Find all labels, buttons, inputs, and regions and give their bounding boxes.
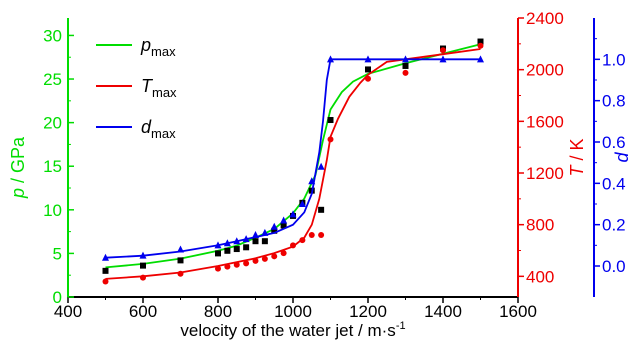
series-d-point: [289, 210, 297, 218]
p-tick-label: 20: [43, 114, 62, 133]
series-p-point: [271, 227, 278, 234]
d-tick-label: 0.4: [602, 174, 626, 193]
series-T-point: [177, 270, 184, 277]
p-tick-label: 0: [53, 288, 62, 307]
d-tick-label: 0.0: [602, 257, 626, 276]
series-T-point: [402, 69, 409, 76]
d-tick-label: 0.2: [602, 216, 626, 235]
series-T-point: [102, 278, 109, 285]
series-d-point: [177, 245, 184, 253]
d-axis-label: d: [612, 152, 632, 163]
series-d-point: [214, 241, 222, 249]
series-p-point: [177, 257, 184, 264]
series-p-point: [140, 262, 146, 269]
series-p-point: [402, 62, 409, 69]
series-T-point: [140, 274, 146, 281]
series-d-point: [102, 253, 109, 261]
series-d-point: [139, 251, 147, 259]
T-tick-label: 400: [526, 267, 554, 286]
T-tick-label: 1600: [526, 112, 564, 131]
series-T-point: [215, 265, 221, 272]
T-tick-label: 2000: [526, 61, 564, 80]
x-tick-label: 1600: [499, 302, 537, 321]
series-p-point: [261, 238, 268, 245]
series-d-point: [233, 237, 241, 245]
series-p-point: [365, 66, 371, 73]
series-T-point: [224, 263, 231, 270]
x-tick-label: 600: [129, 302, 157, 321]
x-tick-label: 400: [54, 302, 82, 321]
series-p-point: [327, 117, 334, 124]
series-d-point: [223, 239, 231, 247]
p-tick-label: 10: [43, 201, 62, 220]
series-T-point: [243, 260, 250, 267]
T-tick-label: 2400: [526, 9, 564, 28]
d-tick-label: 0.8: [602, 92, 626, 111]
series-p-point: [280, 222, 287, 229]
series-d-point: [317, 162, 325, 170]
series-d-point: [402, 55, 409, 63]
T-tick-label: 1200: [526, 164, 564, 183]
T-axis-label: T / K: [567, 138, 587, 176]
series-p-point: [243, 244, 250, 251]
legend-label-T: Tmax: [141, 76, 177, 100]
series-d-point: [298, 200, 306, 207]
series-T-point: [271, 253, 278, 260]
series-T-point: [252, 257, 259, 264]
series-p-point: [215, 250, 221, 257]
x-tick-label: 1200: [349, 302, 387, 321]
series-d-point: [439, 55, 447, 63]
p-tick-label: 15: [43, 157, 62, 176]
x-axis-label: velocity of the water jet / m·s-1: [180, 320, 405, 340]
series-T-point: [233, 261, 240, 268]
series-d-point: [252, 231, 259, 238]
series-T-point: [365, 75, 371, 82]
legend-label-p: pmax: [140, 35, 176, 59]
legend-label-d: dmax: [141, 117, 176, 141]
series-p-point: [252, 238, 259, 245]
series-T-point: [318, 232, 325, 238]
series-d-point: [280, 216, 288, 224]
series-T-point: [477, 42, 484, 49]
x-tick-label: 800: [204, 302, 232, 321]
series-d-point: [242, 235, 250, 243]
T-tick-label: 800: [526, 216, 554, 235]
series-p-line: [105, 43, 481, 269]
series-d-point: [308, 177, 316, 185]
p-tick-label: 5: [53, 244, 62, 263]
series-p-point: [318, 206, 325, 213]
series-p-point: [233, 246, 240, 253]
x-tick-label: 1000: [274, 302, 312, 321]
series-T-line: [105, 48, 481, 280]
series-d-point: [327, 55, 334, 63]
series-T-point: [308, 232, 315, 238]
legend: pmax Tmax dmax: [96, 35, 177, 141]
series-d-point: [270, 222, 278, 230]
series-T-point: [280, 250, 287, 257]
series-p-point: [102, 267, 109, 274]
series-d-point: [364, 55, 372, 63]
series-T-point: [299, 237, 306, 244]
series-T-point: [440, 47, 446, 54]
series-T-point: [327, 136, 334, 143]
series-d-point: [477, 55, 484, 63]
d-tick-label: 1.0: [602, 50, 626, 69]
x-tick-label: 1400: [424, 302, 462, 321]
p-tick-label: 25: [43, 70, 62, 89]
d-tick-label: 0.6: [602, 133, 626, 152]
p-axis-label: p / GPa: [8, 136, 28, 199]
series-p-point: [224, 247, 231, 254]
p-tick-label: 30: [43, 26, 62, 45]
series-d-point: [261, 228, 269, 236]
series-T-point: [261, 255, 268, 262]
series-p-point: [477, 38, 484, 45]
series-T-point: [290, 242, 296, 249]
series-d-line: [105, 58, 481, 259]
